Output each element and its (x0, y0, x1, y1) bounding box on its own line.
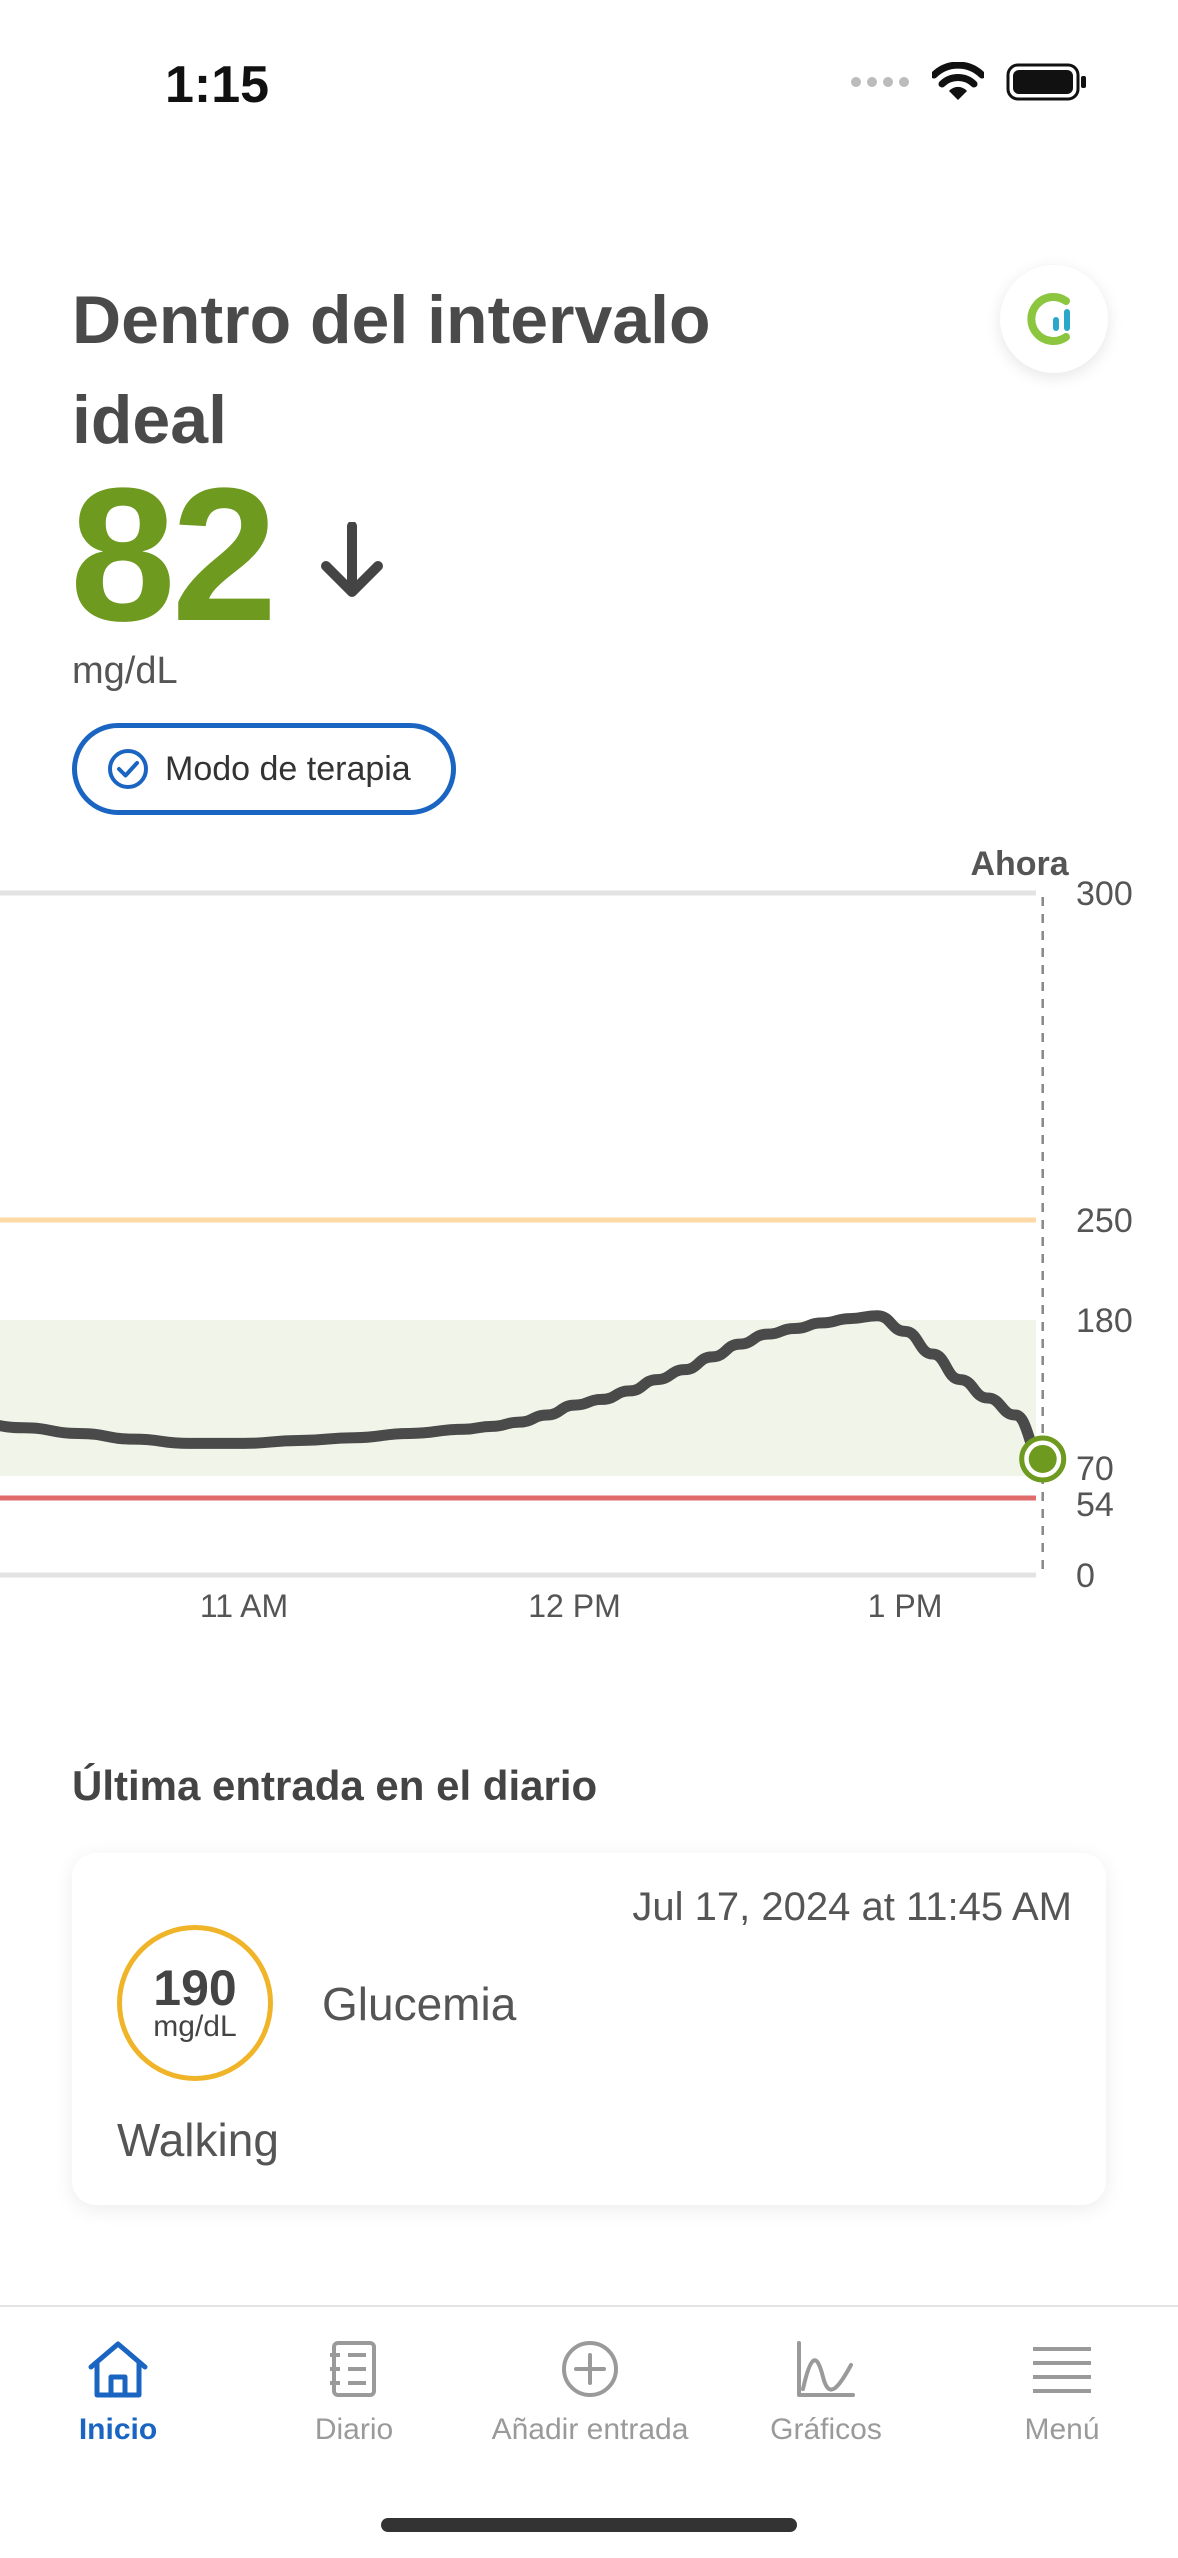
nav-item-diario[interactable]: Diario (236, 2339, 472, 2447)
page-title: Dentro del intervalo ideal (72, 282, 711, 458)
entry-reading-unit: mg/dL (153, 2010, 237, 2043)
entry-reading-value: 190 (153, 1960, 237, 2016)
journal-section-title: Última entrada en el diario (72, 1762, 598, 1809)
nav-label-inicio: Inicio (78, 2413, 158, 2446)
status-icons (850, 62, 1088, 102)
add-entry-icon (562, 2341, 618, 2397)
check-circle-icon (108, 749, 148, 789)
entry-reading-badge: 190 mg/dL (117, 1925, 273, 2081)
target-range-band (0, 1320, 1036, 1476)
x-tick-1pm: 1 PM (868, 1588, 943, 1624)
status-time: 1:15 (165, 56, 270, 114)
chart-icon (797, 2341, 855, 2397)
wifi-icon (932, 62, 984, 100)
menu-icon (1033, 2347, 1091, 2393)
home-indicator (381, 2518, 797, 2532)
y-tick-70: 70 (1076, 1450, 1114, 1488)
entry-type: Glucemia (322, 1978, 517, 2030)
journal-entry-card[interactable]: Jul 17, 2024 at 11:45 AM 190 mg/dL Gluce… (72, 1853, 1106, 2205)
home-icon (88, 2341, 148, 2398)
y-tick-180: 180 (1076, 1302, 1133, 1340)
glucose-value: 82 (70, 449, 277, 661)
glucose-chart[interactable]: Ahora 300 250 180 70 54 0 11 AM 12 PM 1 … (0, 840, 1178, 1630)
current-reading-point-inner (1028, 1444, 1057, 1473)
entry-note: Walking (117, 2114, 279, 2166)
therapy-mode-label: Modo de terapia (165, 749, 411, 788)
y-tick-0: 0 (1076, 1557, 1095, 1595)
therapy-mode-button[interactable]: Modo de terapia (72, 723, 456, 815)
y-tick-54: 54 (1076, 1486, 1114, 1524)
x-tick-12pm: 12 PM (528, 1588, 620, 1624)
glucose-series-line (0, 1310, 1049, 1465)
entry-date: Jul 17, 2024 at 11:45 AM (632, 1885, 1072, 1929)
battery-icon (1006, 63, 1086, 101)
cellular-signal-icon (851, 77, 909, 87)
now-label: Ahora (970, 845, 1069, 883)
nav-item-menu[interactable]: Menú (944, 2339, 1178, 2447)
app-logo-button[interactable] (1000, 265, 1108, 373)
nav-item-inicio[interactable]: Inicio (0, 2339, 236, 2447)
glucose-unit: mg/dL (72, 650, 178, 692)
nav-item-graficos[interactable]: Gráficos (708, 2339, 944, 2447)
y-tick-300: 300 (1076, 875, 1133, 913)
nav-label-graficos: Gráficos (770, 2413, 882, 2446)
trend-arrow-down-icon (318, 521, 386, 605)
journal-icon (330, 2341, 376, 2397)
bottom-nav: Inicio Diario Añadir entrada Gráficos (0, 2305, 1178, 2558)
nav-label-menu: Menú (1024, 2413, 1100, 2446)
x-tick-11am: 11 AM (200, 1588, 288, 1624)
y-tick-250: 250 (1076, 1202, 1133, 1240)
nav-label-diario: Diario (314, 2413, 394, 2446)
nav-item-anadir-entrada[interactable]: Añadir entrada (472, 2339, 708, 2447)
app-logo-icon (1027, 293, 1070, 345)
nav-label-anadir-entrada: Añadir entrada (491, 2413, 689, 2446)
